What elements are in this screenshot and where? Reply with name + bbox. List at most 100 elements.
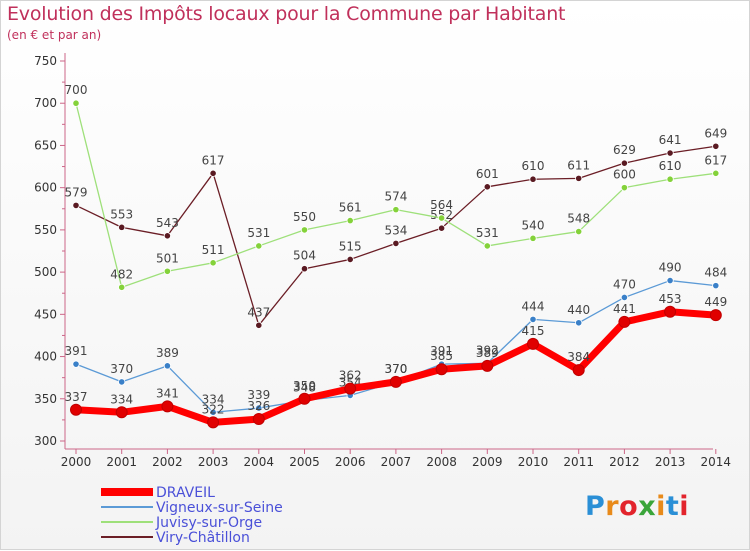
logo-letter: P bbox=[585, 491, 606, 522]
data-label-draveil: 322 bbox=[202, 402, 225, 416]
logo-letter: x bbox=[638, 491, 657, 522]
data-point-draveil bbox=[207, 416, 220, 429]
x-tick-label: 2005 bbox=[289, 455, 320, 469]
data-label-viry-ch-tillon: 515 bbox=[339, 239, 362, 253]
data-label-juvisy-sur-orge: 511 bbox=[202, 243, 225, 257]
x-tick-label: 2004 bbox=[244, 455, 275, 469]
data-label-juvisy-sur-orge: 610 bbox=[659, 159, 682, 173]
x-tick-label: 2003 bbox=[198, 455, 229, 469]
data-point-juvisy-sur-orge bbox=[666, 175, 674, 183]
data-label-viry-ch-tillon: 543 bbox=[156, 216, 179, 230]
data-label-draveil: 350 bbox=[293, 379, 316, 393]
data-label-viry-ch-tillon: 437 bbox=[247, 305, 270, 319]
logo-letter: t bbox=[665, 491, 680, 522]
series-viry-ch-tillon: 5795535436174375045155345526016106116296… bbox=[65, 126, 727, 329]
logo-letter: r bbox=[605, 491, 620, 522]
data-label-vigneux-sur-seine: 470 bbox=[613, 277, 636, 291]
data-point-viry-ch-tillon bbox=[437, 224, 446, 232]
data-label-vigneux-sur-seine: 339 bbox=[247, 388, 270, 402]
data-point-juvisy-sur-orge bbox=[300, 226, 309, 234]
legend-label-juvisy-sur-orge: Juvisy-sur-Orge bbox=[155, 515, 262, 531]
data-point-draveil bbox=[115, 406, 128, 419]
y-tick-label: 700 bbox=[34, 96, 57, 110]
data-label-viry-ch-tillon: 601 bbox=[476, 167, 499, 181]
data-point-vigneux-sur-seine bbox=[209, 408, 217, 416]
data-point-juvisy-sur-orge bbox=[437, 214, 446, 222]
y-tick-label: 750 bbox=[34, 54, 57, 68]
data-label-vigneux-sur-seine: 392 bbox=[476, 343, 499, 357]
x-tick-label: 2000 bbox=[61, 455, 92, 469]
data-point-viry-ch-tillon bbox=[346, 255, 354, 264]
data-label-vigneux-sur-seine: 490 bbox=[659, 261, 682, 275]
data-point-draveil bbox=[527, 337, 539, 350]
x-tick-label: 2007 bbox=[381, 455, 412, 469]
data-label-vigneux-sur-seine: 391 bbox=[430, 344, 453, 358]
y-tick-label: 500 bbox=[34, 265, 57, 279]
data-label-draveil: 334 bbox=[110, 392, 133, 406]
data-point-viry-ch-tillon bbox=[575, 174, 583, 182]
data-point-draveil bbox=[252, 413, 265, 426]
data-point-draveil bbox=[161, 400, 174, 413]
data-point-vigneux-sur-seine bbox=[118, 378, 126, 386]
data-label-juvisy-sur-orge: 564 bbox=[430, 198, 453, 212]
data-point-juvisy-sur-orge bbox=[575, 227, 583, 236]
data-label-juvisy-sur-orge: 501 bbox=[156, 251, 179, 265]
data-point-juvisy-sur-orge bbox=[209, 259, 217, 267]
y-tick-label: 550 bbox=[34, 223, 57, 237]
data-point-viry-ch-tillon bbox=[483, 183, 491, 191]
logo-letter: i bbox=[679, 491, 690, 522]
data-label-draveil: 341 bbox=[156, 386, 179, 400]
y-tick-label: 600 bbox=[34, 181, 57, 195]
data-point-viry-ch-tillon bbox=[118, 223, 126, 231]
logo-letter: i bbox=[656, 491, 666, 522]
data-label-juvisy-sur-orge: 540 bbox=[522, 218, 545, 232]
data-point-viry-ch-tillon bbox=[255, 321, 263, 329]
data-label-draveil: 362 bbox=[339, 369, 362, 383]
data-label-draveil: 384 bbox=[567, 350, 590, 364]
y-tick-label: 450 bbox=[34, 307, 57, 321]
data-label-viry-ch-tillon: 649 bbox=[704, 126, 727, 140]
x-tick-label: 2014 bbox=[701, 455, 732, 469]
data-label-draveil: 385 bbox=[430, 349, 453, 363]
data-point-viry-ch-tillon bbox=[392, 239, 400, 247]
data-label-draveil: 337 bbox=[65, 390, 88, 404]
data-point-draveil bbox=[70, 403, 82, 416]
data-point-juvisy-sur-orge bbox=[529, 234, 537, 242]
data-label-juvisy-sur-orge: 548 bbox=[567, 212, 590, 226]
data-point-vigneux-sur-seine bbox=[712, 282, 720, 290]
data-label-draveil: 415 bbox=[522, 324, 545, 338]
data-point-draveil bbox=[435, 363, 448, 376]
data-point-juvisy-sur-orge bbox=[118, 283, 126, 291]
data-label-draveil: 389 bbox=[476, 346, 499, 360]
legend-label-draveil: DRAVEIL bbox=[156, 485, 215, 501]
data-label-vigneux-sur-seine: 440 bbox=[567, 303, 590, 317]
y-tick-label: 400 bbox=[34, 350, 57, 364]
x-tick-label: 2002 bbox=[152, 455, 183, 469]
data-label-juvisy-sur-orge: 531 bbox=[476, 226, 499, 240]
chart-subtitle: (en € et par an) bbox=[7, 28, 102, 42]
series-draveil: 337 334 341 322 326 350 362 370 385 389 415 384 441 4… bbox=[65, 292, 727, 429]
data-label-viry-ch-tillon: 579 bbox=[65, 185, 88, 199]
data-label-viry-ch-tillon: 504 bbox=[293, 249, 316, 263]
data-point-viry-ch-tillon bbox=[666, 149, 674, 157]
data-point-draveil bbox=[481, 359, 494, 372]
data-label-draveil: 370 bbox=[384, 362, 407, 376]
data-point-juvisy-sur-orge bbox=[255, 242, 263, 250]
data-point-vigneux-sur-seine bbox=[666, 276, 674, 285]
data-point-draveil bbox=[298, 392, 311, 405]
data-label-draveil: 453 bbox=[659, 292, 682, 306]
data-point-viry-ch-tillon bbox=[72, 201, 80, 209]
data-label-vigneux-sur-seine: 370 bbox=[384, 362, 407, 376]
data-point-draveil bbox=[664, 305, 677, 318]
data-label-juvisy-sur-orge: 531 bbox=[247, 226, 270, 240]
logo-letter: o bbox=[619, 491, 639, 522]
chart-title: Evolution des Impôts locaux pour la Comm… bbox=[7, 3, 566, 25]
data-label-viry-ch-tillon: 610 bbox=[522, 159, 545, 173]
data-point-viry-ch-tillon bbox=[163, 232, 171, 240]
data-point-vigneux-sur-seine bbox=[529, 315, 537, 323]
data-label-draveil: 441 bbox=[613, 302, 636, 316]
data-point-vigneux-sur-seine bbox=[575, 319, 583, 327]
y-tick-label: 300 bbox=[34, 434, 57, 448]
